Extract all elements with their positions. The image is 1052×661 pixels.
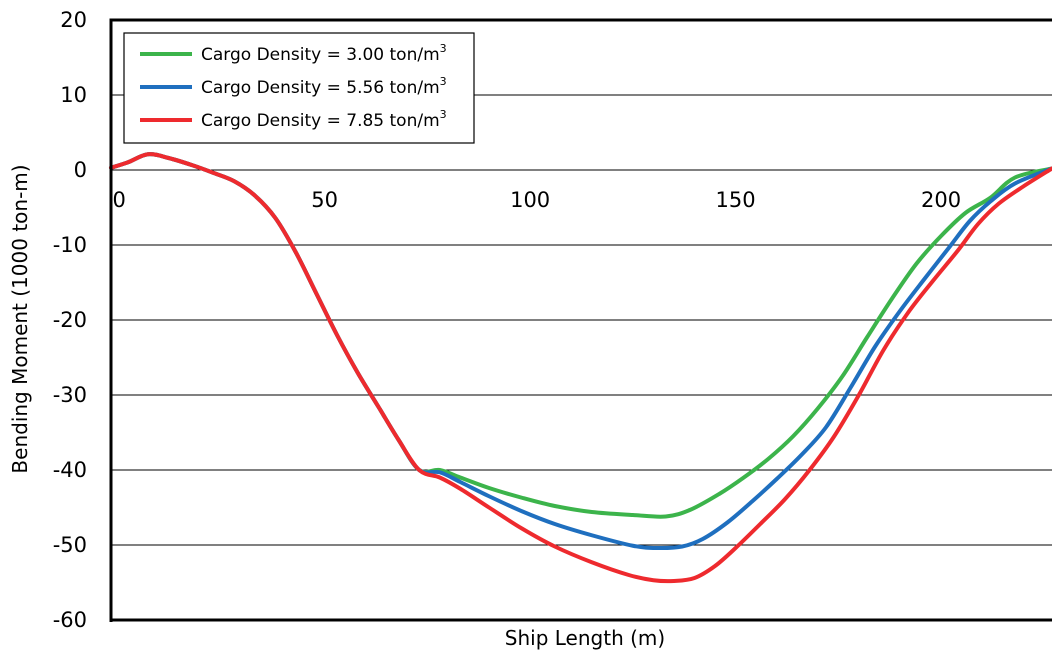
legend-label-1: Cargo Density = 3.00 ton/m3 [201, 42, 447, 65]
x-axis-title: Ship Length (m) [505, 626, 665, 650]
x-tick-label: 50 [311, 188, 338, 212]
legend-label-text: Cargo Density = 5.56 ton/m [201, 78, 440, 98]
y-tick-label: -50 [53, 533, 87, 557]
y-tick-label: 20 [60, 8, 87, 32]
y-tick-label: 10 [60, 83, 87, 107]
legend-label-3: Cargo Density = 7.85 ton/m3 [201, 108, 447, 131]
y-tick-labels: 20 10 0 -10 -20 -30 -40 -50 -60 [53, 8, 87, 632]
y-axis-title: Bending Moment (1000 ton-m) [8, 164, 32, 473]
series-line-1 [111, 154, 1052, 517]
series-line-3 [111, 154, 1052, 581]
legend-label-superscript: 3 [440, 108, 447, 121]
x-tick-labels: 0 50 100 150 200 [113, 188, 962, 212]
legend-label-2: Cargo Density = 5.56 ton/m3 [201, 75, 447, 98]
series-lines [111, 154, 1052, 581]
legend-label-text: Cargo Density = 3.00 ton/m [201, 45, 440, 65]
y-tick-label: -60 [53, 608, 87, 632]
y-tick-label: -30 [53, 383, 87, 407]
series-line-2 [111, 154, 1052, 548]
y-tick-label: 0 [74, 158, 87, 182]
y-tick-label: -10 [53, 233, 87, 257]
legend-label-text: Cargo Density = 7.85 ton/m [201, 111, 440, 131]
legend-label-superscript: 3 [440, 75, 447, 88]
x-tick-label: 100 [510, 188, 550, 212]
y-tick-label: -40 [53, 458, 87, 482]
gridlines [111, 95, 1052, 545]
x-tick-label: 0 [113, 188, 126, 212]
x-tick-label: 200 [921, 188, 961, 212]
legend-label-superscript: 3 [440, 42, 447, 55]
x-tick-label: 150 [716, 188, 756, 212]
y-tick-label: -20 [53, 308, 87, 332]
